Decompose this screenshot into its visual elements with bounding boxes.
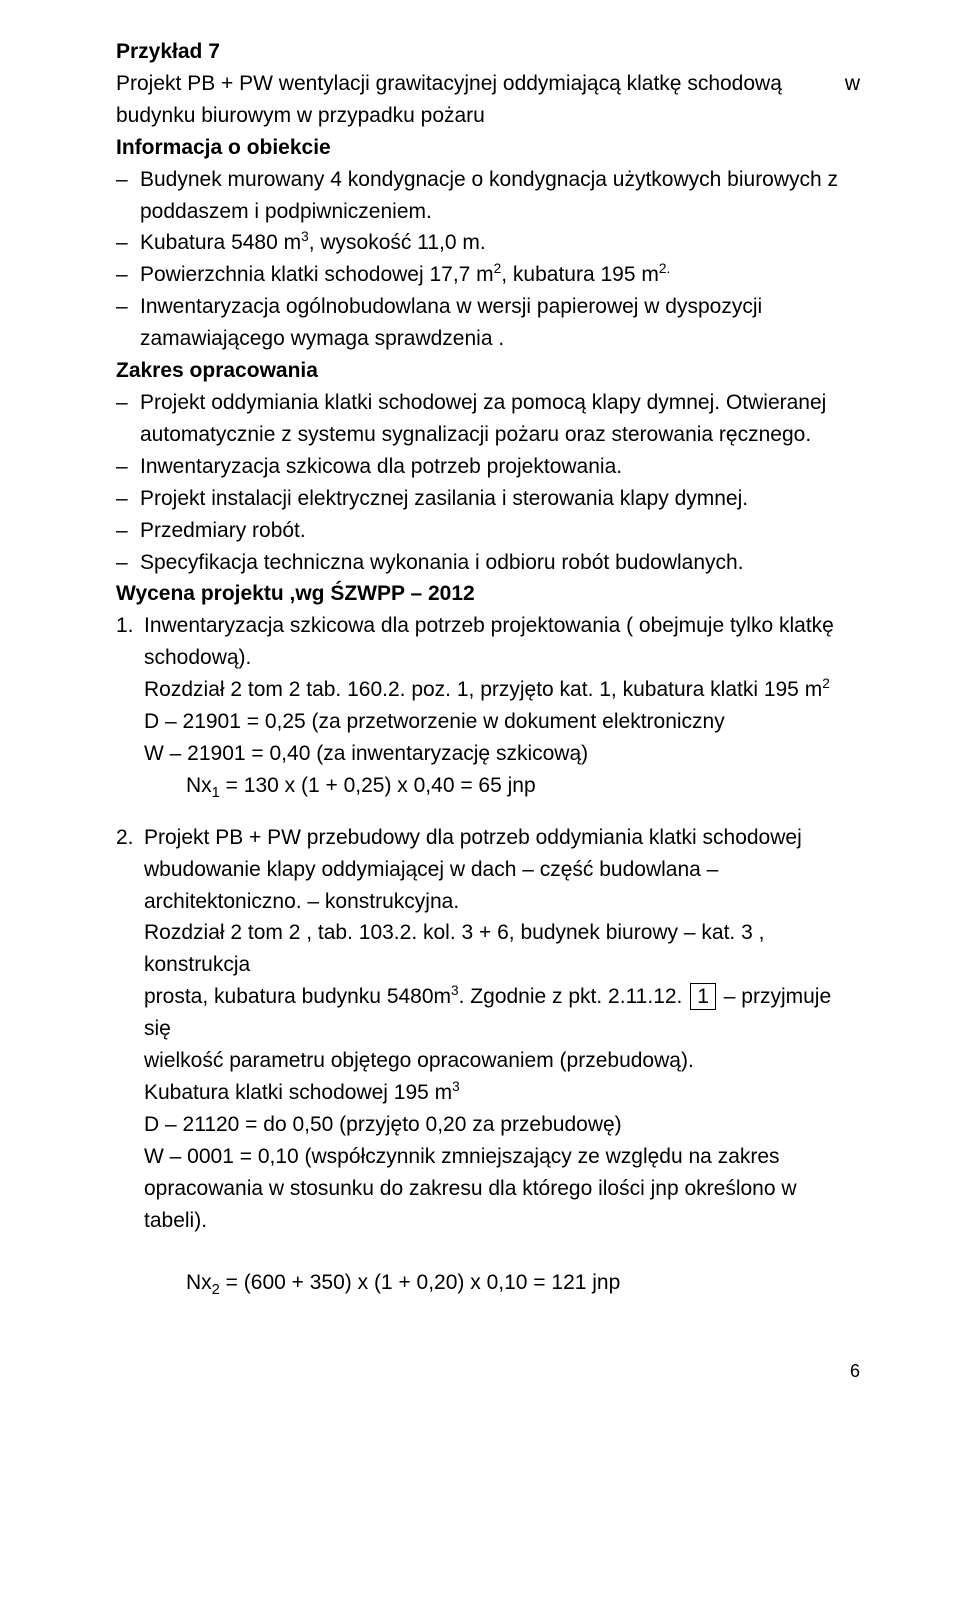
intro-line2: budynku biurowym w przypadku pożaru <box>116 100 860 132</box>
dash-icon: – <box>116 483 140 515</box>
pricing-2-b: wbudowanie klapy oddymiającej w dach – c… <box>116 854 860 886</box>
dash-icon: – <box>116 515 140 547</box>
pricing-2-formula: Nx2 = (600 + 350) x (1 + 0,20) x 0,10 = … <box>116 1267 860 1299</box>
scope-item-5: –Specyfikacja techniczna wykonania i odb… <box>116 547 860 579</box>
info-item-4: –Inwentaryzacja ogólnobudowlana w wersji… <box>116 291 860 323</box>
dash-icon: – <box>116 227 140 259</box>
pricing-2-e: prosta, kubatura budynku 5480m3. Zgodnie… <box>116 981 860 1045</box>
pricing-1-e: W – 21901 = 0,40 (za inwentaryzację szki… <box>116 738 860 770</box>
list-number: 1. <box>116 610 144 642</box>
info-item-2: –Kubatura 5480 m3, wysokość 11,0 m. <box>116 227 860 259</box>
info-item-3: –Powierzchnia klatki schodowej 17,7 m2, … <box>116 259 860 291</box>
pricing-item-1: 1. Inwentaryzacja szkicowa dla potrzeb p… <box>116 610 860 642</box>
boxed-number: 1 <box>690 983 716 1010</box>
section-info-heading: Informacja o obiekcie <box>116 132 860 164</box>
scope-item-4: –Przedmiary robót. <box>116 515 860 547</box>
pricing-1-b: schodową). <box>116 642 860 674</box>
pricing-2-j: opracowania w stosunku do zakresu dla kt… <box>116 1173 860 1237</box>
intro-line1b: w <box>845 68 860 100</box>
pricing-2-d: Rozdział 2 tom 2 , tab. 103.2. kol. 3 + … <box>116 917 860 981</box>
scope-item-2: –Inwentaryzacja szkicowa dla potrzeb pro… <box>116 451 860 483</box>
pricing-2-c: architektoniczno. – konstrukcyjna. <box>116 886 860 918</box>
intro-line1a: Projekt PB + PW wentylacji grawitacyjnej… <box>116 68 782 100</box>
dash-icon: – <box>116 164 140 196</box>
dash-icon: – <box>116 259 140 291</box>
info-item-1: –Budynek murowany 4 kondygnacje o kondyg… <box>116 164 860 196</box>
example-title: Przykład 7 <box>116 36 860 68</box>
pricing-1-formula: Nx1 = 130 x (1 + 0,25) x 0,40 = 65 jnp <box>116 770 860 802</box>
pricing-2-h: D – 21120 = do 0,50 (przyjęto 0,20 za pr… <box>116 1109 860 1141</box>
list-number: 2. <box>116 822 144 854</box>
intro-line1: Projekt PB + PW wentylacji grawitacyjnej… <box>116 68 860 100</box>
pricing-2-g: Kubatura klatki schodowej 195 m3 <box>116 1077 860 1109</box>
info-item-4b: zamawiającego wymaga sprawdzenia . <box>116 323 860 355</box>
pricing-item-2: 2. Projekt PB + PW przebudowy dla potrze… <box>116 822 860 854</box>
dash-icon: – <box>116 547 140 579</box>
scope-item-3: –Projekt instalacji elektrycznej zasilan… <box>116 483 860 515</box>
pricing-2-i: W – 0001 = 0,10 (współczynnik zmniejszaj… <box>116 1141 860 1173</box>
pricing-2-f: wielkość parametru objętego opracowaniem… <box>116 1045 860 1077</box>
section-pricing-heading: Wycena projektu ,wg ŚZWPP – 2012 <box>116 578 860 610</box>
info-item-1b: poddaszem i podpiwniczeniem. <box>116 196 860 228</box>
dash-icon: – <box>116 291 140 323</box>
dash-icon: – <box>116 451 140 483</box>
scope-item-1b: automatycznie z systemu sygnalizacji poż… <box>116 419 860 451</box>
page-number: 6 <box>116 1358 860 1385</box>
section-scope-heading: Zakres opracowania <box>116 355 860 387</box>
pricing-1-d: D – 21901 = 0,25 (za przetworzenie w dok… <box>116 706 860 738</box>
pricing-1-c: Rozdział 2 tom 2 tab. 160.2. poz. 1, prz… <box>116 674 860 706</box>
dash-icon: – <box>116 387 140 419</box>
scope-item-1: –Projekt oddymiania klatki schodowej za … <box>116 387 860 419</box>
